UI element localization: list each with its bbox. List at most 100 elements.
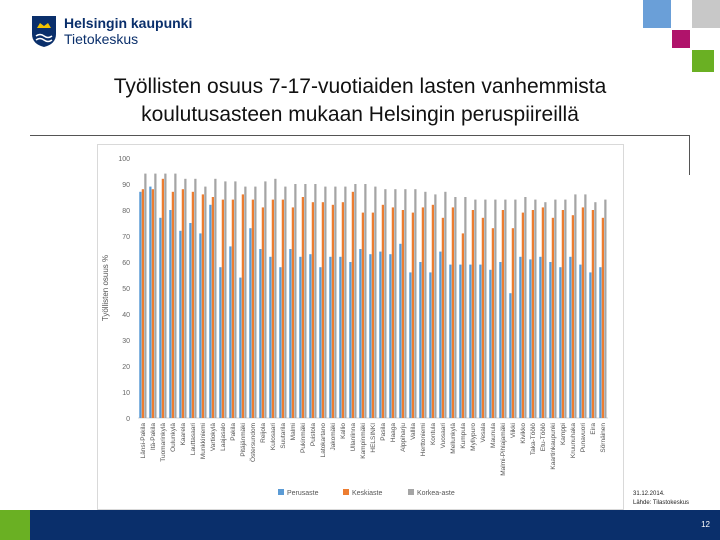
bar-perusaste (139, 191, 142, 418)
deco-square-pale (692, 0, 720, 28)
bar-perusaste (539, 256, 542, 418)
bar-keskiaste (361, 212, 364, 418)
bar-perusaste (569, 256, 572, 418)
bar-perusaste (219, 267, 222, 418)
title-line-2: koulutusasteen mukaan Helsingin peruspii… (141, 103, 579, 126)
x-tick-label: Vuosaari (440, 423, 447, 448)
bar-perusaste (199, 233, 202, 418)
bar-perusaste (589, 272, 592, 418)
bar-keskiaste (531, 210, 534, 418)
bar-korkea-aste (384, 189, 387, 418)
x-tick-label: Vallila (410, 423, 417, 440)
bar-korkea-aste (224, 181, 227, 418)
bar-perusaste (419, 262, 422, 418)
bar-perusaste (179, 230, 182, 418)
x-tick-label: Punavuori (580, 423, 587, 452)
bar-keskiaste (281, 199, 284, 418)
bar-keskiaste (171, 191, 174, 418)
bar-korkea-aste (464, 197, 467, 418)
y-tick-label: 100 (118, 156, 130, 163)
bar-korkea-aste (594, 202, 597, 418)
bar-keskiaste (241, 194, 244, 418)
y-tick-label: 60 (122, 260, 130, 267)
bar-keskiaste (181, 189, 184, 418)
bar-korkea-aste (604, 199, 607, 418)
bar-korkea-aste (364, 184, 367, 418)
bar-keskiaste (251, 199, 254, 418)
bar-perusaste (239, 277, 242, 418)
bar-perusaste (599, 267, 602, 418)
bar-korkea-aste (164, 173, 167, 418)
bar-korkea-aste (544, 202, 547, 418)
bar-keskiaste (601, 217, 604, 418)
bar-keskiaste (211, 197, 214, 418)
bar-perusaste (409, 272, 412, 418)
bar-perusaste (189, 223, 192, 418)
y-tick-label: 40 (122, 312, 130, 319)
x-tick-label: Maunula (490, 423, 497, 448)
deco-square-light-blue (643, 0, 671, 28)
bar-perusaste (389, 254, 392, 418)
x-tick-label: Kivikko (520, 423, 527, 444)
x-tick-label: Mellunkylä (450, 423, 457, 454)
bar-keskiaste (441, 217, 444, 418)
x-tick-label: Pasila (380, 423, 387, 441)
bar-korkea-aste (294, 184, 297, 418)
bar-keskiaste (461, 233, 464, 418)
deco-square-magenta (672, 30, 690, 48)
bar-perusaste (509, 293, 512, 418)
bar-keskiaste (351, 191, 354, 418)
bar-keskiaste (161, 178, 164, 418)
bar-perusaste (159, 217, 162, 418)
slide-title: Työllisten osuus 7-17-vuotiaiden lasten … (30, 73, 690, 129)
bar-korkea-aste (204, 186, 207, 418)
legend-label: Korkea-aste (417, 490, 455, 497)
bar-keskiaste (541, 207, 544, 418)
bar-keskiaste (571, 215, 574, 418)
x-tick-label: Kamppi (560, 423, 567, 445)
bar-perusaste (229, 246, 232, 418)
x-tick-label: Kaartinkaupunki (550, 423, 557, 470)
bar-keskiaste (421, 207, 424, 418)
bar-korkea-aste (414, 189, 417, 418)
x-tick-label: Vesala (480, 423, 487, 443)
bar-perusaste (399, 243, 402, 418)
y-axis-title: Työllisten osuus % (101, 255, 110, 321)
bar-perusaste (349, 262, 352, 418)
bar-perusaste (299, 256, 302, 418)
bar-keskiaste (331, 204, 334, 418)
x-tick-label: Etu-Töölö (540, 423, 547, 452)
bar-korkea-aste (474, 199, 477, 418)
x-tick-label: HELSINKI (370, 423, 377, 453)
bar-perusaste (519, 256, 522, 418)
legend-swatch (408, 489, 414, 495)
x-tick-label: Herttoniemi (420, 423, 427, 456)
x-tick-label: Östersundom (249, 423, 257, 462)
legend-swatch (343, 489, 349, 495)
bar-keskiaste (341, 202, 344, 418)
x-tick-label: Pukinmäki (300, 423, 307, 453)
bar-korkea-aste (434, 194, 437, 418)
logo-org-name: Helsingin kaupunki (64, 15, 193, 31)
x-tick-label: Sörnäinen (600, 423, 607, 453)
bar-keskiaste (291, 207, 294, 418)
bar-korkea-aste (564, 199, 567, 418)
bar-keskiaste (561, 210, 564, 418)
footnote-source: Lähde: Tilastokeskus (633, 500, 690, 506)
x-tick-label: Itä-Pakila (150, 423, 157, 450)
logo-unit-name: Tietokeskus (64, 31, 139, 47)
x-tick-label: Vartiokylä (210, 423, 217, 451)
bar-keskiaste (271, 199, 274, 418)
y-tick-label: 90 (122, 182, 130, 189)
bar-perusaste (369, 254, 372, 418)
bar-keskiaste (471, 210, 474, 418)
bar-keskiaste (201, 194, 204, 418)
bar-perusaste (479, 264, 482, 418)
bar-keskiaste (591, 210, 594, 418)
bar-perusaste (489, 269, 492, 418)
bar-perusaste (259, 249, 262, 418)
bar-korkea-aste (584, 194, 587, 418)
bar-perusaste (209, 204, 212, 418)
title-divider-edge (689, 135, 690, 175)
x-tick-label: Viikki (510, 423, 517, 438)
